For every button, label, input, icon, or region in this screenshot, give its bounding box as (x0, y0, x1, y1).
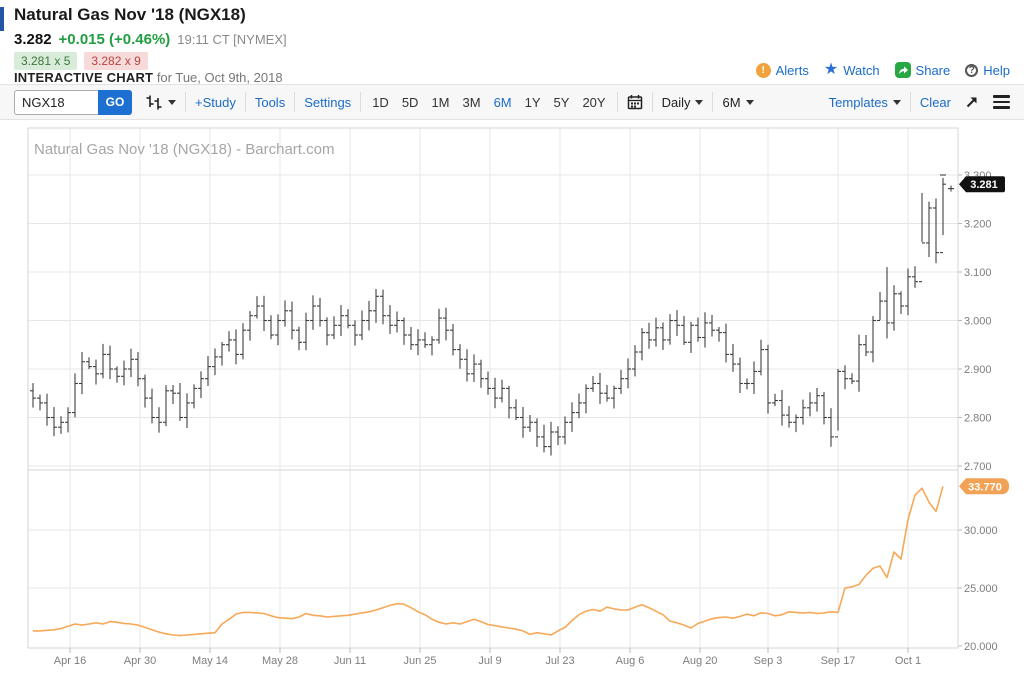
divider (185, 92, 186, 112)
svg-text:3.281: 3.281 (970, 179, 998, 191)
price-chart[interactable]: 3.3003.2003.1003.0002.9002.8002.70030.00… (16, 127, 1016, 679)
range-3m[interactable]: 3M (462, 94, 481, 110)
templates-label: Templates (828, 94, 888, 110)
menu-button[interactable] (993, 92, 1010, 112)
star-icon: ★ (823, 61, 839, 78)
watch-label: Watch (843, 62, 880, 78)
bid-ask-row: 3.281 x 5 3.282 x 9 (14, 52, 148, 70)
price-row: 3.282 +0.015 (+0.46%) 19:11 CT [NYMEX] (14, 31, 287, 48)
chart-caption-label: INTERACTIVE CHART (14, 70, 154, 85)
divider (244, 92, 246, 112)
svg-text:2.900: 2.900 (964, 364, 992, 376)
accent-bar (0, 7, 4, 31)
chevron-down-icon (745, 99, 754, 105)
calendar-button[interactable] (627, 94, 643, 110)
range-1d[interactable]: 1D (372, 94, 389, 110)
study-line (33, 486, 944, 637)
divider (616, 92, 618, 112)
quick-links: ! Alerts ★ Watch Share ? Help (755, 62, 1010, 78)
svg-text:3.200: 3.200 (964, 219, 992, 231)
range-6m-active[interactable]: 6M (493, 94, 512, 110)
svg-text:33.770: 33.770 (968, 481, 1002, 493)
svg-text:Jul 23: Jul 23 (545, 655, 574, 667)
clear-button[interactable]: Clear (919, 94, 951, 110)
templates-dropdown[interactable]: Templates (829, 95, 901, 110)
expand-arrow-icon (966, 97, 977, 108)
svg-text:Apr 30: Apr 30 (124, 655, 156, 667)
ask-quote: 3.282 x 9 (84, 52, 148, 70)
help-link[interactable]: ? Help (965, 63, 1010, 78)
share-label: Share (915, 62, 951, 78)
svg-text:Sep 17: Sep 17 (821, 655, 856, 667)
tools-button[interactable]: Tools (254, 94, 286, 110)
chevron-down-icon (892, 99, 901, 105)
svg-text:Sep 3: Sep 3 (754, 655, 783, 667)
chart-area: 3.300 3.200 3.100 3.000 2.900 2.800 2.700 30.00… (16, 127, 1016, 679)
range-dropdown-value: 6M (722, 94, 741, 110)
frequency-value: Daily (661, 94, 691, 110)
alerts-label: Alerts (775, 62, 809, 78)
help-icon: ? (965, 63, 979, 77)
range-dropdown[interactable]: 6M (722, 94, 754, 110)
last-price: 3.282 (14, 31, 52, 48)
svg-text:Apr 16: Apr 16 (54, 655, 86, 667)
chevron-down-icon (695, 99, 704, 105)
watch-link[interactable]: ★ Watch (824, 62, 880, 78)
svg-text:Jun 25: Jun 25 (403, 655, 436, 667)
go-button[interactable]: GO (98, 89, 132, 115)
svg-text:Oct 1: Oct 1 (895, 655, 921, 667)
session-time: 19:11 CT [NYMEX] (177, 32, 287, 47)
svg-text:Jun 11: Jun 11 (334, 655, 366, 667)
range-1m[interactable]: 1M (431, 94, 450, 110)
alerts-link[interactable]: ! Alerts (755, 62, 809, 78)
page-title: Natural Gas Nov '18 (NGX18) (14, 5, 246, 24)
divider (360, 92, 362, 112)
share-icon (894, 62, 911, 78)
chart-caption: INTERACTIVE CHART for Tue, Oct 9th, 2018 (14, 70, 283, 85)
alert-bell-icon: ! (755, 62, 771, 78)
range-buttons: 1D 5D 1M 3M 6M 1Y 5Y 20Y (372, 95, 605, 110)
share-link[interactable]: Share (894, 62, 951, 78)
svg-text:20.000: 20.000 (964, 641, 998, 653)
svg-text:Natural Gas Nov '18 (NGX18) -: Natural Gas Nov '18 (NGX18) - Barchart.c… (34, 141, 334, 158)
svg-text:May 28: May 28 (262, 655, 298, 667)
svg-text:2.700: 2.700 (964, 461, 992, 473)
svg-text:2.800: 2.800 (964, 413, 992, 425)
chart-caption-date: for Tue, Oct 9th, 2018 (156, 70, 283, 85)
settings-button[interactable]: Settings (304, 94, 352, 110)
range-5d[interactable]: 5D (401, 94, 419, 110)
svg-text:3.100: 3.100 (964, 267, 992, 279)
svg-text:Jul 9: Jul 9 (478, 655, 501, 667)
add-study-button[interactable]: +Study (195, 94, 236, 110)
symbol-input[interactable] (14, 89, 98, 115)
divider (294, 92, 296, 112)
svg-text:30.000: 30.000 (964, 525, 998, 537)
frequency-dropdown[interactable]: Daily (662, 95, 704, 110)
svg-text:May 14: May 14 (192, 655, 228, 667)
help-label: Help (983, 62, 1010, 78)
last-price-badge (959, 176, 1005, 193)
range-1y[interactable]: 1Y (524, 94, 541, 110)
divider (712, 92, 714, 112)
ohlc-chart-type-icon (146, 95, 162, 109)
svg-text:3.000: 3.000 (964, 316, 992, 328)
expand-button[interactable] (965, 95, 979, 109)
svg-text:Aug 20: Aug 20 (683, 655, 718, 667)
toolbar-right: Templates Clear (829, 92, 1010, 112)
svg-text:25.000: 25.000 (964, 583, 998, 595)
chart-toolbar: GO +Study Tools Settings 1D 5D 1M 3M 6M … (0, 85, 1024, 120)
header-divider (0, 84, 1024, 85)
range-5y[interactable]: 5Y (553, 94, 570, 110)
range-20y[interactable]: 20Y (582, 94, 606, 110)
chart-type-selector[interactable] (145, 94, 176, 111)
divider (909, 92, 911, 112)
divider (651, 92, 653, 112)
bid-quote: 3.281 x 5 (14, 52, 78, 70)
svg-text:Aug 6: Aug 6 (616, 655, 645, 667)
price-change: +0.015 (+0.46%) (58, 31, 171, 48)
chevron-down-icon (168, 99, 176, 105)
calendar-icon (627, 95, 642, 110)
study-value-badge (959, 478, 1009, 495)
